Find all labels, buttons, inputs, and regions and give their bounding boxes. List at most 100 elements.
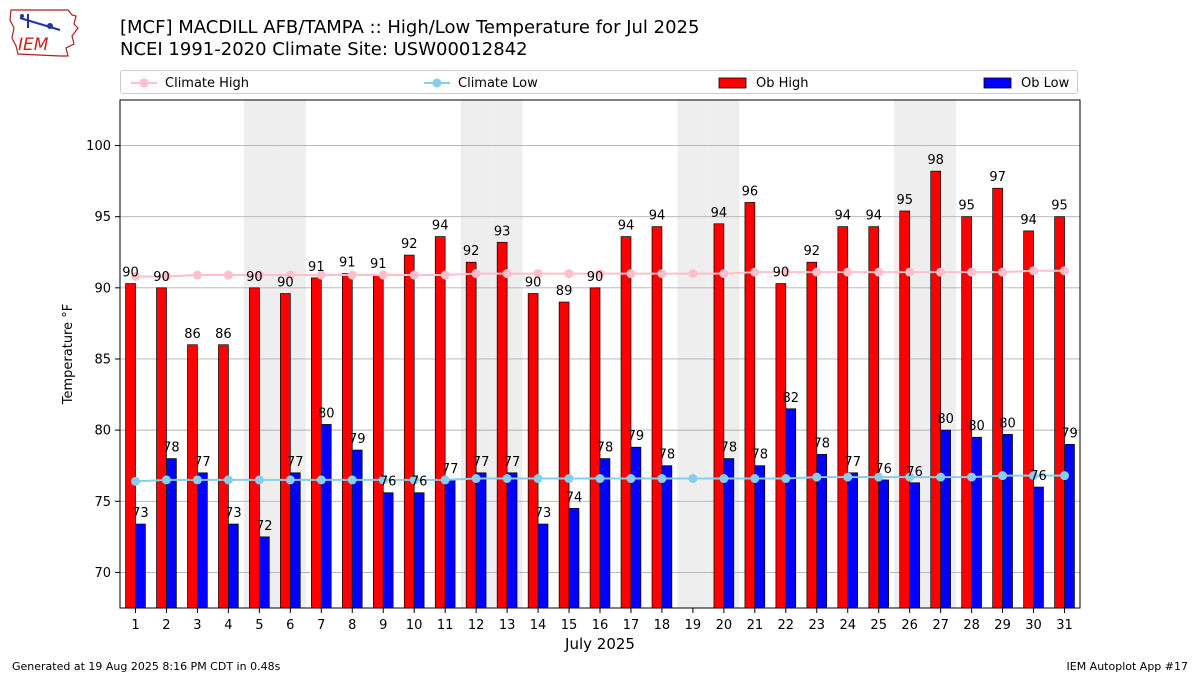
ob-low-label: 76 bbox=[1030, 469, 1047, 484]
ob-low-label: 78 bbox=[597, 441, 614, 456]
ob-high-bar bbox=[1023, 230, 1034, 609]
climate-low-point bbox=[564, 474, 574, 484]
ob-low-bar bbox=[506, 472, 518, 609]
ob-low-bar bbox=[351, 449, 363, 609]
ob-low-label: 80 bbox=[999, 416, 1016, 431]
x-tick-label: 13 bbox=[499, 618, 516, 633]
ob-low-label: 78 bbox=[163, 441, 180, 456]
climate-low-point bbox=[967, 472, 977, 482]
climate-high-point bbox=[874, 267, 884, 277]
climate-low-point bbox=[1029, 471, 1039, 481]
ob-high-label: 95 bbox=[958, 199, 975, 214]
y-tick-label: 85 bbox=[94, 352, 111, 367]
ob-high-label: 90 bbox=[277, 276, 294, 291]
climate-high-point bbox=[750, 267, 760, 277]
ob-low-bar bbox=[1002, 434, 1013, 609]
ob-low-bar bbox=[661, 465, 673, 609]
legend-item-ob-high: Ob High bbox=[718, 74, 809, 92]
climate-low-point bbox=[316, 475, 326, 485]
ob-high-label: 90 bbox=[153, 270, 170, 285]
ob-low-label: 74 bbox=[566, 490, 583, 505]
climate-high-point bbox=[409, 270, 419, 280]
ob-high-bar bbox=[868, 226, 880, 609]
climate-low-point bbox=[657, 474, 667, 484]
ob-high-label: 92 bbox=[804, 244, 821, 259]
climate-high-point bbox=[471, 269, 481, 279]
climate-high-point bbox=[502, 269, 512, 279]
climate-high-point bbox=[223, 270, 233, 280]
ob-high-label: 90 bbox=[122, 266, 139, 281]
x-tick-label: 21 bbox=[747, 618, 764, 633]
ob-low-label: 72 bbox=[256, 519, 273, 534]
ob-low-bar bbox=[382, 492, 394, 609]
climate-high-point bbox=[130, 271, 140, 281]
iem-logo: IEM bbox=[8, 6, 84, 60]
ob-high-bar bbox=[434, 236, 446, 609]
climate-high-point bbox=[192, 270, 202, 280]
climate-high-point bbox=[719, 269, 729, 279]
ob-high-bar bbox=[465, 261, 477, 609]
chart-subtitle: NCEI 1991-2020 Climate Site: USW00012842 bbox=[120, 39, 528, 60]
climate-high-point bbox=[533, 269, 543, 279]
y-tick-label: 75 bbox=[94, 495, 111, 510]
climate-low-point bbox=[874, 472, 884, 482]
ob-high-label: 90 bbox=[587, 270, 604, 285]
x-tick-label: 26 bbox=[901, 618, 918, 633]
ob-high-label: 94 bbox=[711, 206, 728, 221]
ob-low-label: 78 bbox=[752, 448, 769, 463]
ob-low-bar bbox=[259, 536, 270, 609]
climate-high-point bbox=[781, 267, 791, 277]
ob-high-bar bbox=[744, 202, 756, 609]
x-axis-label: July 2025 bbox=[564, 635, 635, 653]
x-tick-label: 24 bbox=[839, 618, 856, 633]
ob-low-label: 78 bbox=[659, 448, 676, 463]
ob-low-label: 82 bbox=[782, 391, 799, 406]
x-tick-label: 25 bbox=[870, 618, 887, 633]
ob-low-label: 73 bbox=[132, 506, 149, 521]
climate-high-point bbox=[440, 270, 450, 280]
climate-low-point bbox=[750, 474, 760, 484]
ob-high-label: 94 bbox=[649, 209, 666, 224]
climate-high-point bbox=[936, 267, 946, 277]
ob-high-label: 94 bbox=[432, 219, 449, 234]
climate-low-point bbox=[192, 475, 202, 485]
y-tick-label: 80 bbox=[94, 424, 111, 439]
ob-high-label: 89 bbox=[556, 284, 573, 299]
ob-low-label: 77 bbox=[194, 455, 211, 470]
climate-high-point bbox=[564, 269, 574, 279]
ob-high-label: 94 bbox=[835, 209, 852, 224]
ob-high-label: 90 bbox=[246, 270, 263, 285]
ob-high-bar bbox=[558, 301, 570, 609]
x-tick-label: 16 bbox=[592, 618, 609, 633]
ob-high-bar bbox=[496, 241, 508, 609]
ob-high-label: 90 bbox=[525, 276, 542, 291]
climate-low-point bbox=[812, 472, 822, 482]
x-tick-label: 30 bbox=[1025, 618, 1042, 633]
ob-high-label: 94 bbox=[618, 219, 635, 234]
ob-high-bar bbox=[1054, 216, 1065, 609]
chart-legend: Climate High Climate Low Ob High Ob Low bbox=[120, 70, 1078, 94]
ob-low-label: 77 bbox=[844, 455, 861, 470]
legend-label-ob-low: Ob Low bbox=[1021, 75, 1070, 91]
x-tick-label: 7 bbox=[317, 618, 325, 633]
climate-high-point bbox=[812, 267, 822, 277]
ob-low-label: 73 bbox=[535, 506, 552, 521]
ob-low-label: 79 bbox=[628, 429, 645, 444]
ob-low-label: 80 bbox=[318, 406, 335, 421]
climate-low-point bbox=[285, 475, 295, 485]
svg-text:IEM: IEM bbox=[18, 35, 49, 55]
climate-low-point bbox=[502, 474, 512, 484]
x-tick-label: 22 bbox=[778, 618, 795, 633]
climate-high-point bbox=[1060, 266, 1070, 276]
climate-low-point bbox=[781, 474, 791, 484]
legend-label-climate-low: Climate Low bbox=[458, 75, 538, 91]
legend-item-climate-high: Climate High bbox=[131, 74, 249, 92]
x-tick-label: 20 bbox=[716, 618, 733, 633]
ob-high-bar bbox=[713, 223, 725, 609]
ob-low-bar bbox=[909, 482, 920, 609]
climate-high-point bbox=[1029, 266, 1039, 276]
ob-low-label: 79 bbox=[349, 432, 366, 447]
climate-low-point bbox=[533, 474, 543, 484]
ob-high-bar bbox=[775, 283, 787, 609]
